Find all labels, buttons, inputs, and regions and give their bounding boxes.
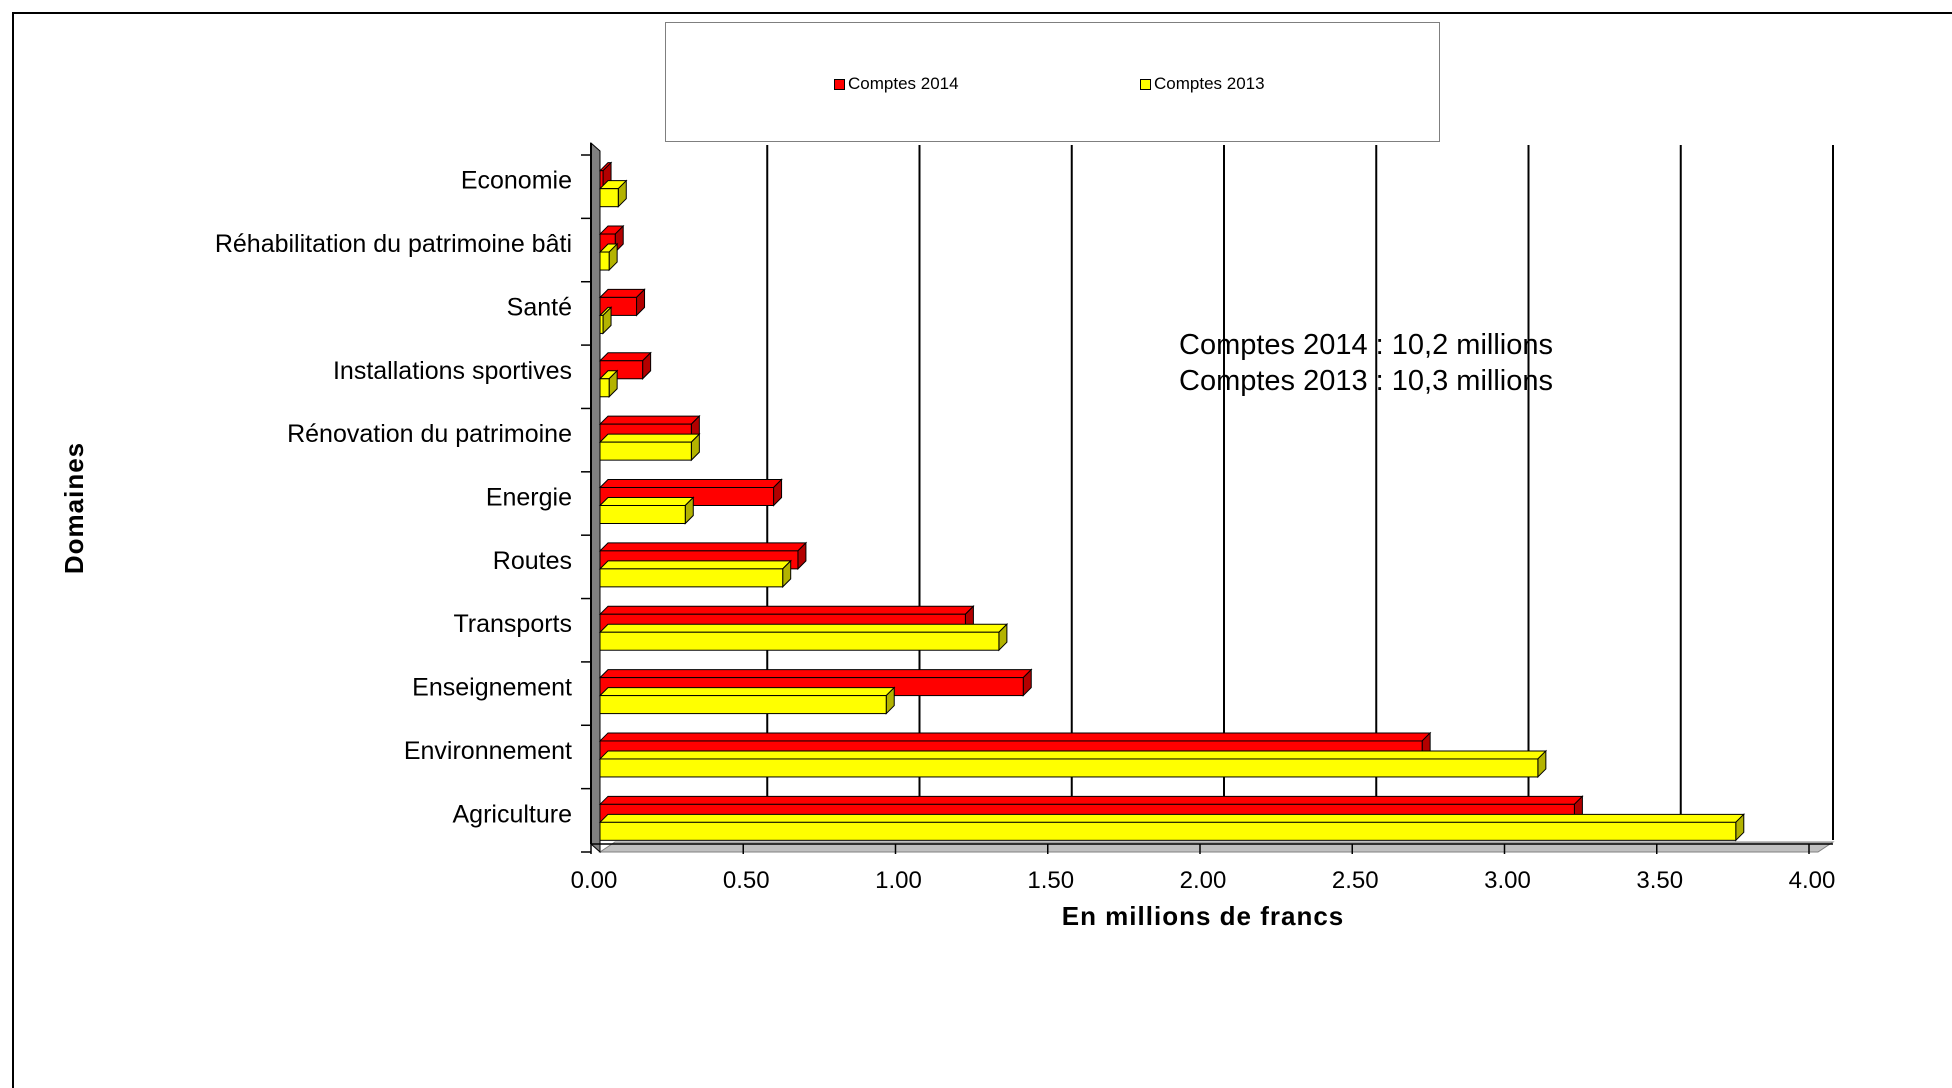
category-label: Rénovation du patrimoine	[287, 420, 572, 448]
x-tick-labels: 0.00 0.50 1.00 1.50 2.00 2.50 3.00 3.50 4.00	[571, 867, 1836, 894]
gridlines	[766, 145, 1834, 840]
bar-front	[599, 314, 604, 334]
left-wall	[590, 141, 601, 854]
bar-top	[598, 433, 701, 443]
bar-top	[598, 415, 701, 425]
category-label: Agriculture	[453, 800, 573, 828]
x-axis-title: En millions de francs	[1062, 901, 1345, 931]
category-label: Routes	[493, 547, 572, 575]
category-label: Installations sportives	[333, 357, 572, 385]
bar-top	[598, 560, 792, 570]
bar	[598, 559, 792, 589]
bar-front	[599, 821, 1737, 841]
bar-top	[598, 352, 652, 362]
x-tick-label: 0.50	[723, 867, 770, 894]
bar-top	[598, 813, 1745, 823]
bar-top	[598, 479, 783, 488]
category-label: Economie	[461, 167, 572, 195]
bars	[598, 161, 1745, 842]
bar	[598, 623, 1009, 652]
bar-front	[599, 568, 784, 588]
legend-item-2013: Comptes 2013	[1140, 74, 1265, 94]
category-label: Transports	[453, 610, 572, 638]
category-label: Energie	[486, 484, 572, 512]
bar	[598, 179, 628, 208]
bar	[598, 496, 695, 525]
x-tick-label: 3.50	[1636, 867, 1683, 894]
bar	[598, 369, 619, 398]
bar-front	[599, 695, 887, 715]
bar	[598, 306, 613, 335]
bar-front	[599, 441, 692, 461]
bar-top	[598, 732, 1432, 742]
bar-top	[598, 542, 808, 552]
legend: Comptes 2014 Comptes 2013	[665, 22, 1440, 142]
bar-top	[598, 605, 975, 615]
x-tick-label: 4.00	[1789, 867, 1836, 894]
x-tick-label: 0.00	[571, 867, 618, 894]
bar-top	[598, 497, 695, 506]
chart-frame	[12, 12, 1952, 1088]
axes	[581, 141, 1835, 854]
category-label: Santé	[507, 293, 572, 321]
x-tick-label: 1.00	[875, 867, 922, 894]
legend-label-2013: Comptes 2013	[1154, 74, 1265, 93]
annotation-2013: Comptes 2013 : 10,3 millions	[1179, 365, 1553, 397]
category-labels: Agriculture Environnement Enseignement Tran…	[215, 167, 572, 829]
legend-swatch-2013	[1140, 78, 1151, 90]
bar	[598, 161, 613, 190]
bar-front	[599, 188, 619, 208]
bar-top	[598, 623, 1009, 633]
bar	[598, 749, 1548, 779]
annotation-2014: Comptes 2014 : 10,2 millions	[1179, 329, 1553, 361]
bar-front	[599, 631, 1000, 651]
x-tick-label: 2.50	[1332, 867, 1379, 894]
legend-item-2014: Comptes 2014	[834, 74, 959, 94]
category-label: Réhabilitation du patrimoine bâti	[215, 230, 572, 258]
x-tick-label: 1.50	[1027, 867, 1074, 894]
bar-front	[599, 251, 610, 271]
bar	[598, 686, 896, 715]
bar	[598, 813, 1745, 842]
y-axis-title: Domaines	[59, 442, 89, 574]
category-label: Enseignement	[412, 674, 572, 702]
bar-top	[598, 795, 1584, 805]
bar-front	[599, 758, 1539, 778]
bar-front	[599, 505, 686, 524]
bar-front	[599, 378, 610, 398]
category-label: Environnement	[404, 737, 572, 765]
bar	[598, 242, 619, 272]
legend-label-2014: Comptes 2014	[848, 74, 959, 93]
bar-top	[598, 669, 1033, 679]
legend-swatch-2014	[834, 78, 845, 90]
bar	[598, 432, 701, 462]
bar-top	[598, 687, 896, 697]
bar-top	[598, 750, 1548, 760]
x-tick-label: 3.00	[1484, 867, 1531, 894]
x-tick-label: 2.00	[1180, 867, 1227, 894]
